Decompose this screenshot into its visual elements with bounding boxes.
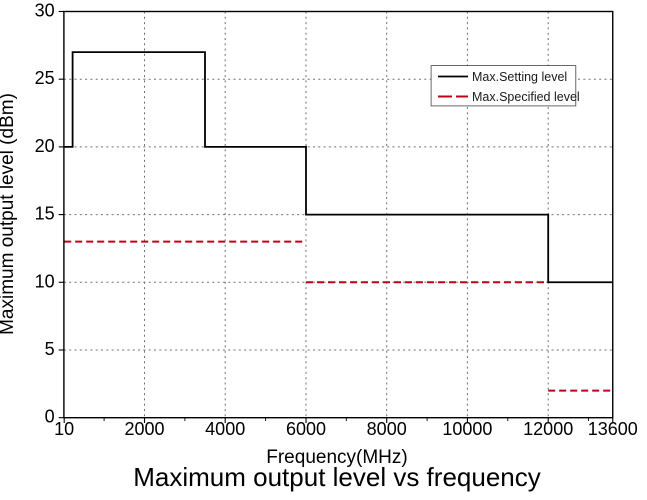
- svg-text:2000: 2000: [124, 419, 164, 439]
- svg-text:15: 15: [35, 204, 55, 224]
- svg-text:Max.Setting level: Max.Setting level: [472, 70, 567, 84]
- svg-text:10000: 10000: [442, 419, 492, 439]
- svg-text:12000: 12000: [523, 419, 573, 439]
- svg-text:25: 25: [35, 68, 55, 88]
- svg-text:0: 0: [45, 407, 55, 427]
- svg-text:6000: 6000: [286, 419, 326, 439]
- svg-text:13600: 13600: [588, 419, 638, 439]
- svg-text:30: 30: [35, 1, 55, 21]
- svg-text:10: 10: [35, 271, 55, 291]
- svg-text:10: 10: [54, 419, 74, 439]
- svg-text:Max.Specified level: Max.Specified level: [472, 90, 580, 104]
- svg-text:4000: 4000: [205, 419, 245, 439]
- svg-text:Maximum output level (dBm): Maximum output level (dBm): [0, 93, 18, 335]
- svg-text:20: 20: [35, 136, 55, 156]
- svg-text:Maximum output level vs freque: Maximum output level vs frequency: [133, 462, 541, 492]
- svg-text:5: 5: [45, 339, 55, 359]
- svg-text:8000: 8000: [367, 419, 407, 439]
